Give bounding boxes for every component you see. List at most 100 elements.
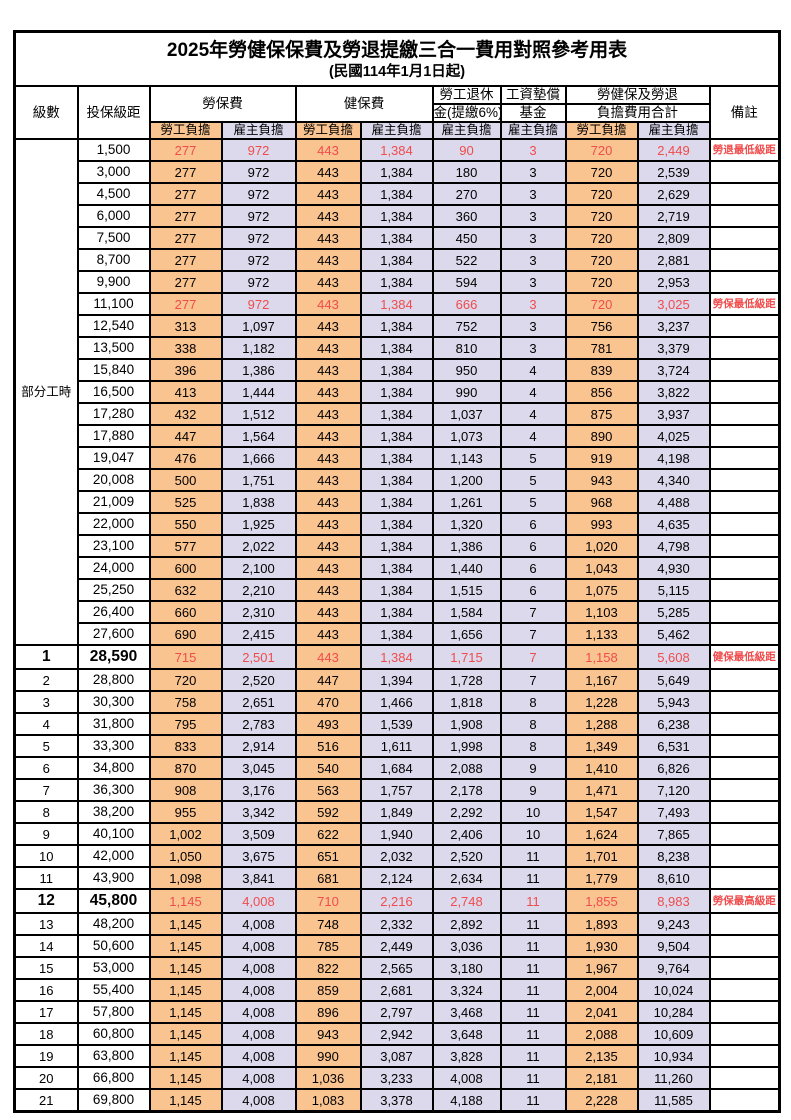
cell-value: 443 (294, 644, 362, 670)
cell-value: 720 (564, 248, 639, 272)
cell-value: 1,384 (359, 578, 434, 602)
cell-value: 950 (431, 358, 502, 382)
cell-value: 3,937 (636, 402, 711, 426)
cell-value: 9,504 (636, 934, 711, 958)
cell-value: 11 (499, 888, 567, 914)
cell-value: 1,908 (431, 712, 502, 736)
cell-value: 11 (499, 934, 567, 958)
cell-value: 180 (431, 160, 502, 184)
cell-bracket: 21,009 (76, 490, 151, 514)
cell-level: 8 (13, 800, 79, 824)
cell-remark (708, 822, 781, 846)
table-row: 3,000 277 972 443 1,384 180 3 720 2,539 (15, 160, 781, 184)
cell-value: 443 (294, 138, 362, 162)
cell-remark (708, 226, 781, 250)
cell-value: 1,200 (431, 468, 502, 492)
cell-value: 4,008 (220, 934, 297, 958)
cell-value: 7 (499, 668, 567, 692)
cell-remark (708, 490, 781, 514)
cell-value: 720 (564, 138, 639, 162)
table-row: 4 31,800 795 2,783 493 1,539 1,908 8 1,288 6,238 (13, 712, 781, 736)
table-row: 6,000 277 972 443 1,384 360 3 720 2,719 (15, 204, 781, 228)
cell-bracket: 45,800 (76, 888, 151, 914)
cell-level: 20 (13, 1066, 79, 1090)
cell-value: 720 (564, 160, 639, 184)
cell-value: 443 (294, 556, 362, 580)
cell-value: 2,892 (431, 912, 502, 936)
cell-value: 3,822 (636, 380, 711, 404)
cell-remark (708, 844, 781, 868)
subheader-health-employee: 勞工負擔 (294, 121, 362, 140)
cell-value: 690 (148, 622, 223, 646)
cell-value: 1,037 (431, 402, 502, 426)
cell-value: 1,384 (359, 600, 434, 624)
cell-value: 2,210 (220, 578, 297, 602)
cell-value: 1,145 (148, 1088, 223, 1113)
cell-value: 3,675 (220, 844, 297, 868)
cell-remark (708, 734, 781, 758)
header-wage-fund-line2: 基金 (499, 103, 567, 123)
cell-value: 3,841 (220, 866, 297, 890)
header-total-line1: 勞健保及勞退 (564, 85, 711, 105)
cell-value: 11 (499, 844, 567, 868)
page-title: 2025年勞健保保費及勞退提繳三合一費用對照參考用表 (166, 40, 628, 62)
cell-value: 1,320 (431, 512, 502, 536)
cell-value: 943 (294, 1022, 362, 1046)
cell-bracket: 19,047 (76, 446, 151, 470)
header-level: 級數 (13, 85, 79, 140)
cell-remark (708, 424, 781, 448)
cell-value: 1,666 (220, 446, 297, 470)
cell-remark: 勞保最低級距 (708, 292, 781, 316)
cell-value: 2,292 (431, 800, 502, 824)
header-bracket: 投保級距 (76, 85, 151, 140)
header-row-2: 金(提繳6%) 基金 負擔費用合計 (15, 103, 780, 123)
cell-value: 1,386 (431, 534, 502, 558)
cell-value: 720 (564, 226, 639, 250)
header-wage-fund-line1: 工資墊償 (499, 85, 567, 105)
table-row: 14 50,600 1,145 4,008 785 2,449 3,036 11 1,930 9,… (13, 934, 781, 958)
cell-value: 3,045 (220, 756, 297, 780)
cell-value: 908 (148, 778, 223, 802)
cell-value: 993 (564, 512, 639, 536)
cell-value: 1,384 (359, 138, 434, 162)
cell-level: 19 (13, 1044, 79, 1068)
cell-value: 756 (564, 314, 639, 338)
cell-value: 2,942 (359, 1022, 434, 1046)
cell-bracket: 4,500 (76, 182, 151, 206)
cell-value: 1,547 (564, 800, 639, 824)
cell-value: 2,041 (564, 1000, 639, 1024)
cell-value: 2,415 (220, 622, 297, 646)
cell-value: 1,384 (359, 446, 434, 470)
cell-value: 443 (294, 512, 362, 536)
cell-remark (708, 1066, 781, 1090)
table-row: 25,250 632 2,210 443 1,384 1,515 6 1,075 5,115 (15, 578, 781, 602)
cell-value: 1,684 (359, 756, 434, 780)
cell-value: 1,384 (359, 248, 434, 272)
cell-bracket: 28,590 (76, 644, 151, 670)
cell-value: 968 (564, 490, 639, 514)
cell-value: 1,020 (564, 534, 639, 558)
cell-value: 1,145 (148, 1022, 223, 1046)
cell-bracket: 24,000 (76, 556, 151, 580)
cell-value: 10,934 (636, 1044, 711, 1068)
cell-value: 1,145 (148, 978, 223, 1002)
cell-value: 2,032 (359, 844, 434, 868)
cell-value: 10,284 (636, 1000, 711, 1024)
cell-value: 443 (294, 248, 362, 272)
cell-value: 2,629 (636, 182, 711, 206)
cell-value: 4,008 (220, 912, 297, 936)
cell-remark (708, 778, 781, 802)
cell-value: 443 (294, 182, 362, 206)
cell-value: 4 (499, 380, 567, 404)
header-total-line2: 負擔費用合計 (564, 103, 711, 123)
cell-bracket: 17,880 (76, 424, 151, 448)
cell-value: 1,701 (564, 844, 639, 868)
table-row: 1 28,590 715 2,501 443 1,384 1,715 7 1,158 5,608 健… (13, 644, 781, 670)
cell-remark (708, 800, 781, 824)
cell-value: 550 (148, 512, 223, 536)
cell-value: 3,036 (431, 934, 502, 958)
cell-value: 443 (294, 292, 362, 316)
cell-value: 3 (499, 336, 567, 360)
cell-remark (708, 690, 781, 714)
table-row: 部分工時 1,500 277 972 443 1,384 90 3 720 2,449 勞退最低級距 (13, 138, 781, 646)
